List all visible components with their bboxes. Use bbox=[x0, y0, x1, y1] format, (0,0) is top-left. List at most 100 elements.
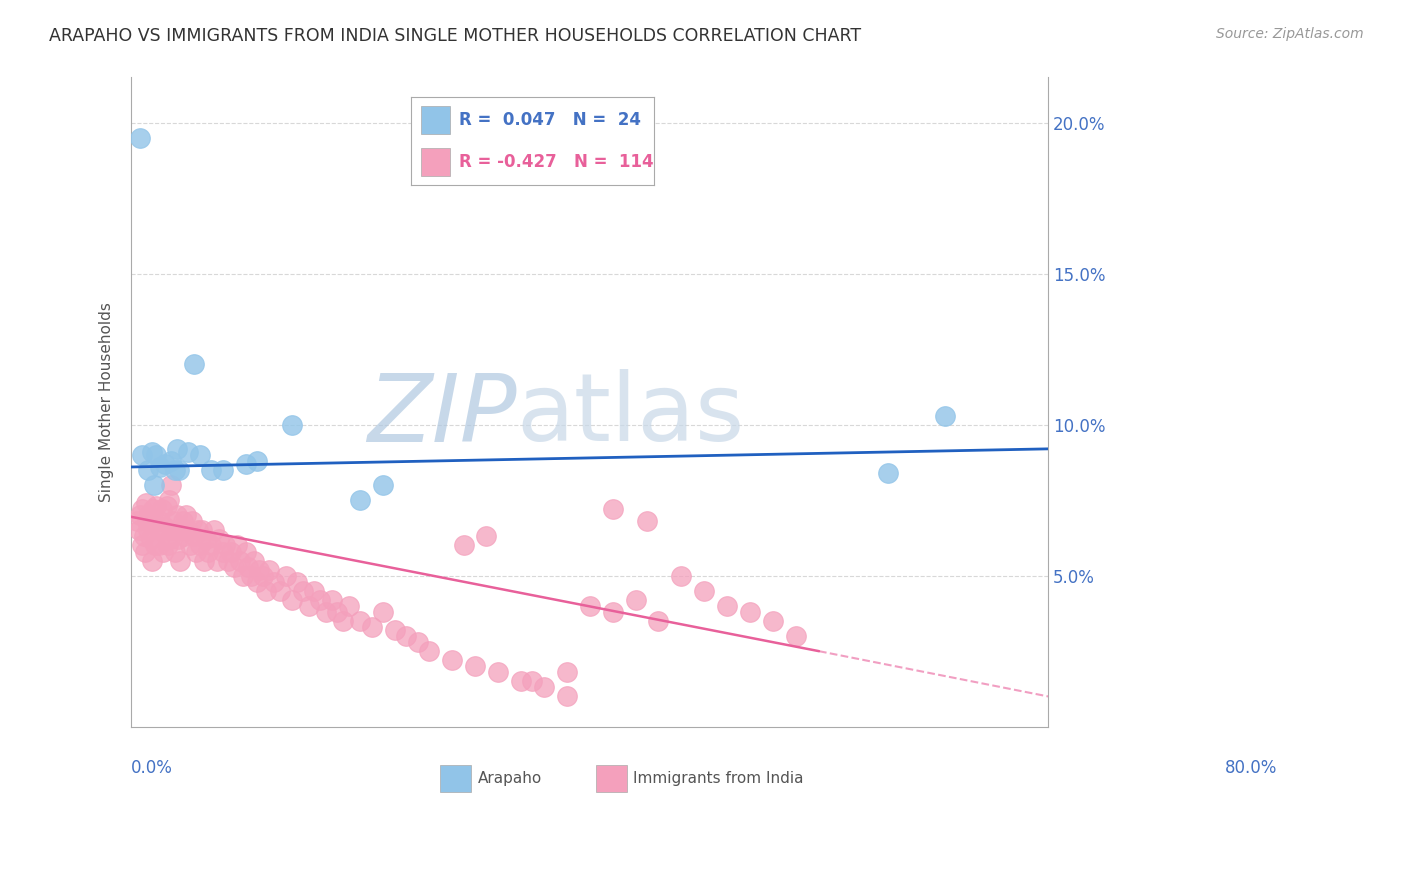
Point bbox=[249, 563, 271, 577]
Point bbox=[304, 583, 326, 598]
Point bbox=[180, 514, 202, 528]
Point bbox=[624, 592, 647, 607]
Point bbox=[464, 659, 486, 673]
Point bbox=[349, 614, 371, 628]
Point bbox=[200, 539, 222, 553]
Point bbox=[155, 457, 177, 471]
Point bbox=[174, 508, 197, 523]
Point bbox=[208, 533, 231, 547]
Point bbox=[186, 544, 208, 558]
Point bbox=[211, 463, 233, 477]
Point bbox=[167, 524, 190, 538]
Point bbox=[188, 539, 211, 553]
Point bbox=[224, 559, 246, 574]
Point bbox=[138, 508, 160, 523]
Point bbox=[225, 539, 247, 553]
Point bbox=[229, 553, 252, 567]
Point bbox=[183, 529, 205, 543]
Point bbox=[509, 674, 531, 689]
Y-axis label: Single Mother Households: Single Mother Households bbox=[100, 302, 114, 502]
Point bbox=[166, 508, 188, 523]
Point bbox=[321, 592, 343, 607]
Point bbox=[693, 583, 716, 598]
Point bbox=[157, 493, 180, 508]
Point bbox=[141, 445, 163, 459]
Point bbox=[602, 502, 624, 516]
Point bbox=[716, 599, 738, 613]
Point bbox=[418, 644, 440, 658]
Point bbox=[671, 568, 693, 582]
Point bbox=[934, 409, 956, 423]
Point bbox=[131, 448, 153, 462]
Point bbox=[214, 539, 236, 553]
Point bbox=[191, 524, 214, 538]
Point bbox=[578, 599, 600, 613]
Point bbox=[211, 544, 233, 558]
Text: ZIP: ZIP bbox=[367, 369, 516, 460]
Point bbox=[143, 514, 166, 528]
Point bbox=[167, 463, 190, 477]
Point bbox=[172, 514, 194, 528]
Point bbox=[148, 539, 170, 553]
Point bbox=[647, 614, 669, 628]
Point bbox=[486, 665, 509, 680]
Point bbox=[555, 665, 578, 680]
Point bbox=[246, 574, 269, 589]
Point bbox=[163, 544, 186, 558]
Point bbox=[160, 454, 183, 468]
Point bbox=[177, 524, 200, 538]
Point bbox=[236, 559, 259, 574]
Point bbox=[235, 457, 257, 471]
Point bbox=[200, 463, 222, 477]
Point bbox=[131, 539, 153, 553]
Point bbox=[205, 553, 228, 567]
Point bbox=[315, 605, 337, 619]
Point bbox=[193, 553, 215, 567]
Point bbox=[285, 574, 308, 589]
Point bbox=[242, 553, 264, 567]
Point bbox=[740, 605, 762, 619]
Point bbox=[177, 445, 200, 459]
Point bbox=[257, 563, 280, 577]
Point bbox=[337, 599, 360, 613]
Point bbox=[332, 614, 354, 628]
Point bbox=[143, 478, 166, 492]
Point bbox=[135, 496, 157, 510]
Point bbox=[160, 478, 183, 492]
Point bbox=[384, 623, 406, 637]
Point bbox=[145, 448, 167, 462]
Point bbox=[186, 524, 208, 538]
Point bbox=[142, 502, 165, 516]
Point bbox=[298, 599, 321, 613]
Point bbox=[373, 478, 395, 492]
Point bbox=[252, 568, 274, 582]
Point bbox=[173, 529, 195, 543]
Point bbox=[636, 514, 658, 528]
Point bbox=[280, 592, 302, 607]
Point bbox=[155, 520, 177, 534]
Point bbox=[197, 544, 219, 558]
Point bbox=[132, 529, 155, 543]
Point bbox=[395, 629, 418, 643]
Point bbox=[522, 674, 544, 689]
Point bbox=[274, 568, 297, 582]
Point bbox=[156, 539, 179, 553]
Point bbox=[139, 533, 162, 547]
Point bbox=[194, 533, 217, 547]
Point bbox=[136, 524, 159, 538]
Point bbox=[145, 500, 167, 514]
Point bbox=[533, 681, 555, 695]
Point bbox=[155, 500, 177, 514]
Point bbox=[235, 544, 257, 558]
Text: ARAPAHO VS IMMIGRANTS FROM INDIA SINGLE MOTHER HOUSEHOLDS CORRELATION CHART: ARAPAHO VS IMMIGRANTS FROM INDIA SINGLE … bbox=[49, 27, 862, 45]
Point bbox=[246, 454, 269, 468]
Text: 0.0%: 0.0% bbox=[131, 759, 173, 777]
Point bbox=[167, 533, 190, 547]
Point bbox=[219, 544, 242, 558]
Point bbox=[149, 524, 172, 538]
Point bbox=[876, 466, 898, 480]
Point bbox=[292, 583, 315, 598]
Point bbox=[131, 502, 153, 516]
Point bbox=[349, 493, 371, 508]
Point bbox=[166, 442, 188, 456]
